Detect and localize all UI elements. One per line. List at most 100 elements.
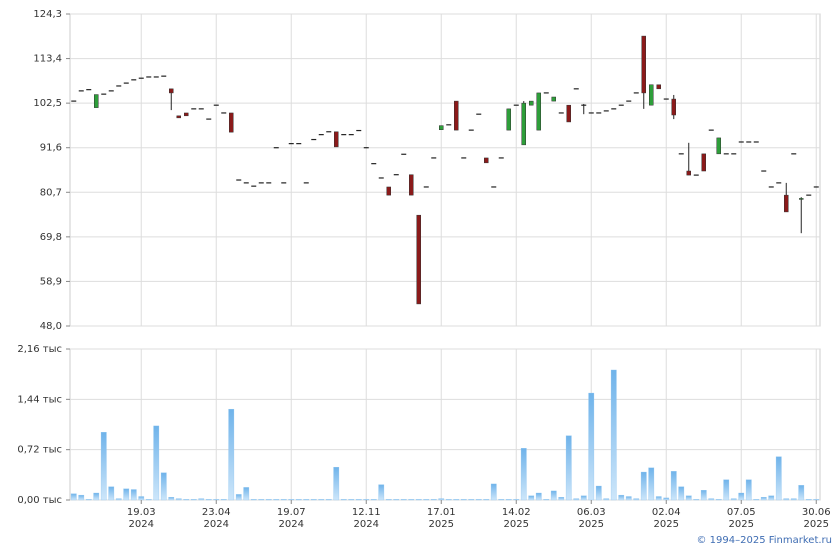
volume-bar [738,492,745,501]
volume-bar [130,489,137,501]
candle-body [536,92,541,131]
volume-bar [633,498,640,501]
volume-bar [805,499,812,501]
candle-body [439,125,444,130]
volume-bar [520,448,527,501]
y-tick-label: 102,5 [33,98,62,109]
x-tick-label: 14.02 2025 [501,507,531,530]
volume-bar [153,425,160,501]
volume-bar [798,485,805,501]
volume-bar [280,499,287,501]
volume-bar [535,492,542,501]
volume-bar [453,499,460,501]
volume-bar [70,493,77,501]
y-tick-label: 1,44 тыс [17,394,62,405]
x-tick-label: 19.07 2024 [276,507,306,530]
candle-body [416,214,421,305]
volume-bar [243,487,250,501]
volume-bar [685,495,692,501]
volume-bar [550,490,557,501]
volume-bar [100,432,107,501]
candle-body [169,88,174,94]
volume-bar [85,499,92,501]
volume-bar [723,479,730,501]
candle-body [701,153,706,172]
volume-bar [528,495,535,501]
volume-bar [678,486,685,501]
volume-bar [303,499,310,501]
volume-bar [775,456,782,501]
candle-body [506,108,511,131]
volume-bar [340,499,347,501]
volume-bar [273,499,280,501]
volume-bar [385,499,392,501]
volume-bar [768,495,775,501]
candle-body [656,84,661,90]
volume-bar [573,498,580,501]
volume-bar [505,499,512,501]
volume-bar [468,499,475,501]
volume-bar [198,498,205,501]
volume-bar [205,499,212,501]
candle-body [176,115,181,119]
volume-bar [400,499,407,501]
x-tick-label: 17.01 2025 [426,507,456,530]
candle-body [784,194,789,213]
x-tick-label: 06.03 2025 [576,507,606,530]
volume-bar [813,499,820,501]
volume-bar [258,499,265,501]
volume-bar [93,492,100,501]
volume-bar [220,499,227,501]
candle-body [229,112,234,133]
volume-bar [513,499,520,501]
candle-body [649,84,654,106]
volume-bar [325,499,332,501]
volume-bar [700,490,707,501]
volume-bar [730,498,737,501]
volume-bar [408,499,415,501]
volume-bar [588,392,595,501]
volume-bar [603,498,610,501]
candle-body [641,35,646,94]
volume-bar [655,496,662,501]
candle-body [686,170,691,176]
y-tick-label: 113,4 [33,54,62,65]
candle-body [386,186,391,196]
plot-frame [69,13,821,327]
volume-bar [310,499,317,501]
volume-bar [790,498,797,501]
candle-body [94,94,99,108]
volume-bar [745,479,752,501]
volume-bar [318,499,325,501]
volume-bar [295,499,302,501]
volume-bar [370,499,377,501]
candle-body [566,104,571,123]
y-tick-label: 91,6 [40,143,62,154]
volume-bar [115,498,122,501]
volume-bar [760,497,767,501]
x-tick-label: 30.06 2025 [801,507,831,530]
volume-bar [355,499,362,501]
candle-body [551,96,556,102]
volume-bar [138,496,145,501]
volume-bar [228,408,235,501]
volume-bar [610,369,617,501]
candle-body [334,131,339,148]
volume-bar [348,499,355,501]
volume-bar [438,498,445,501]
volume-bar [595,485,602,501]
candle-body [716,137,721,155]
candle-body [484,157,489,164]
y-tick-label: 80,7 [40,187,62,198]
volume-bar [235,494,242,501]
volume-bar [693,499,700,501]
volume-bar [168,497,175,501]
volume-bar [393,499,400,501]
volume-bar [423,499,430,501]
volume-bar [145,499,152,501]
x-tick-label: 19.03 2024 [126,507,156,530]
volume-bar [753,499,760,501]
y-tick-label: 0,72 тыс [17,445,62,456]
